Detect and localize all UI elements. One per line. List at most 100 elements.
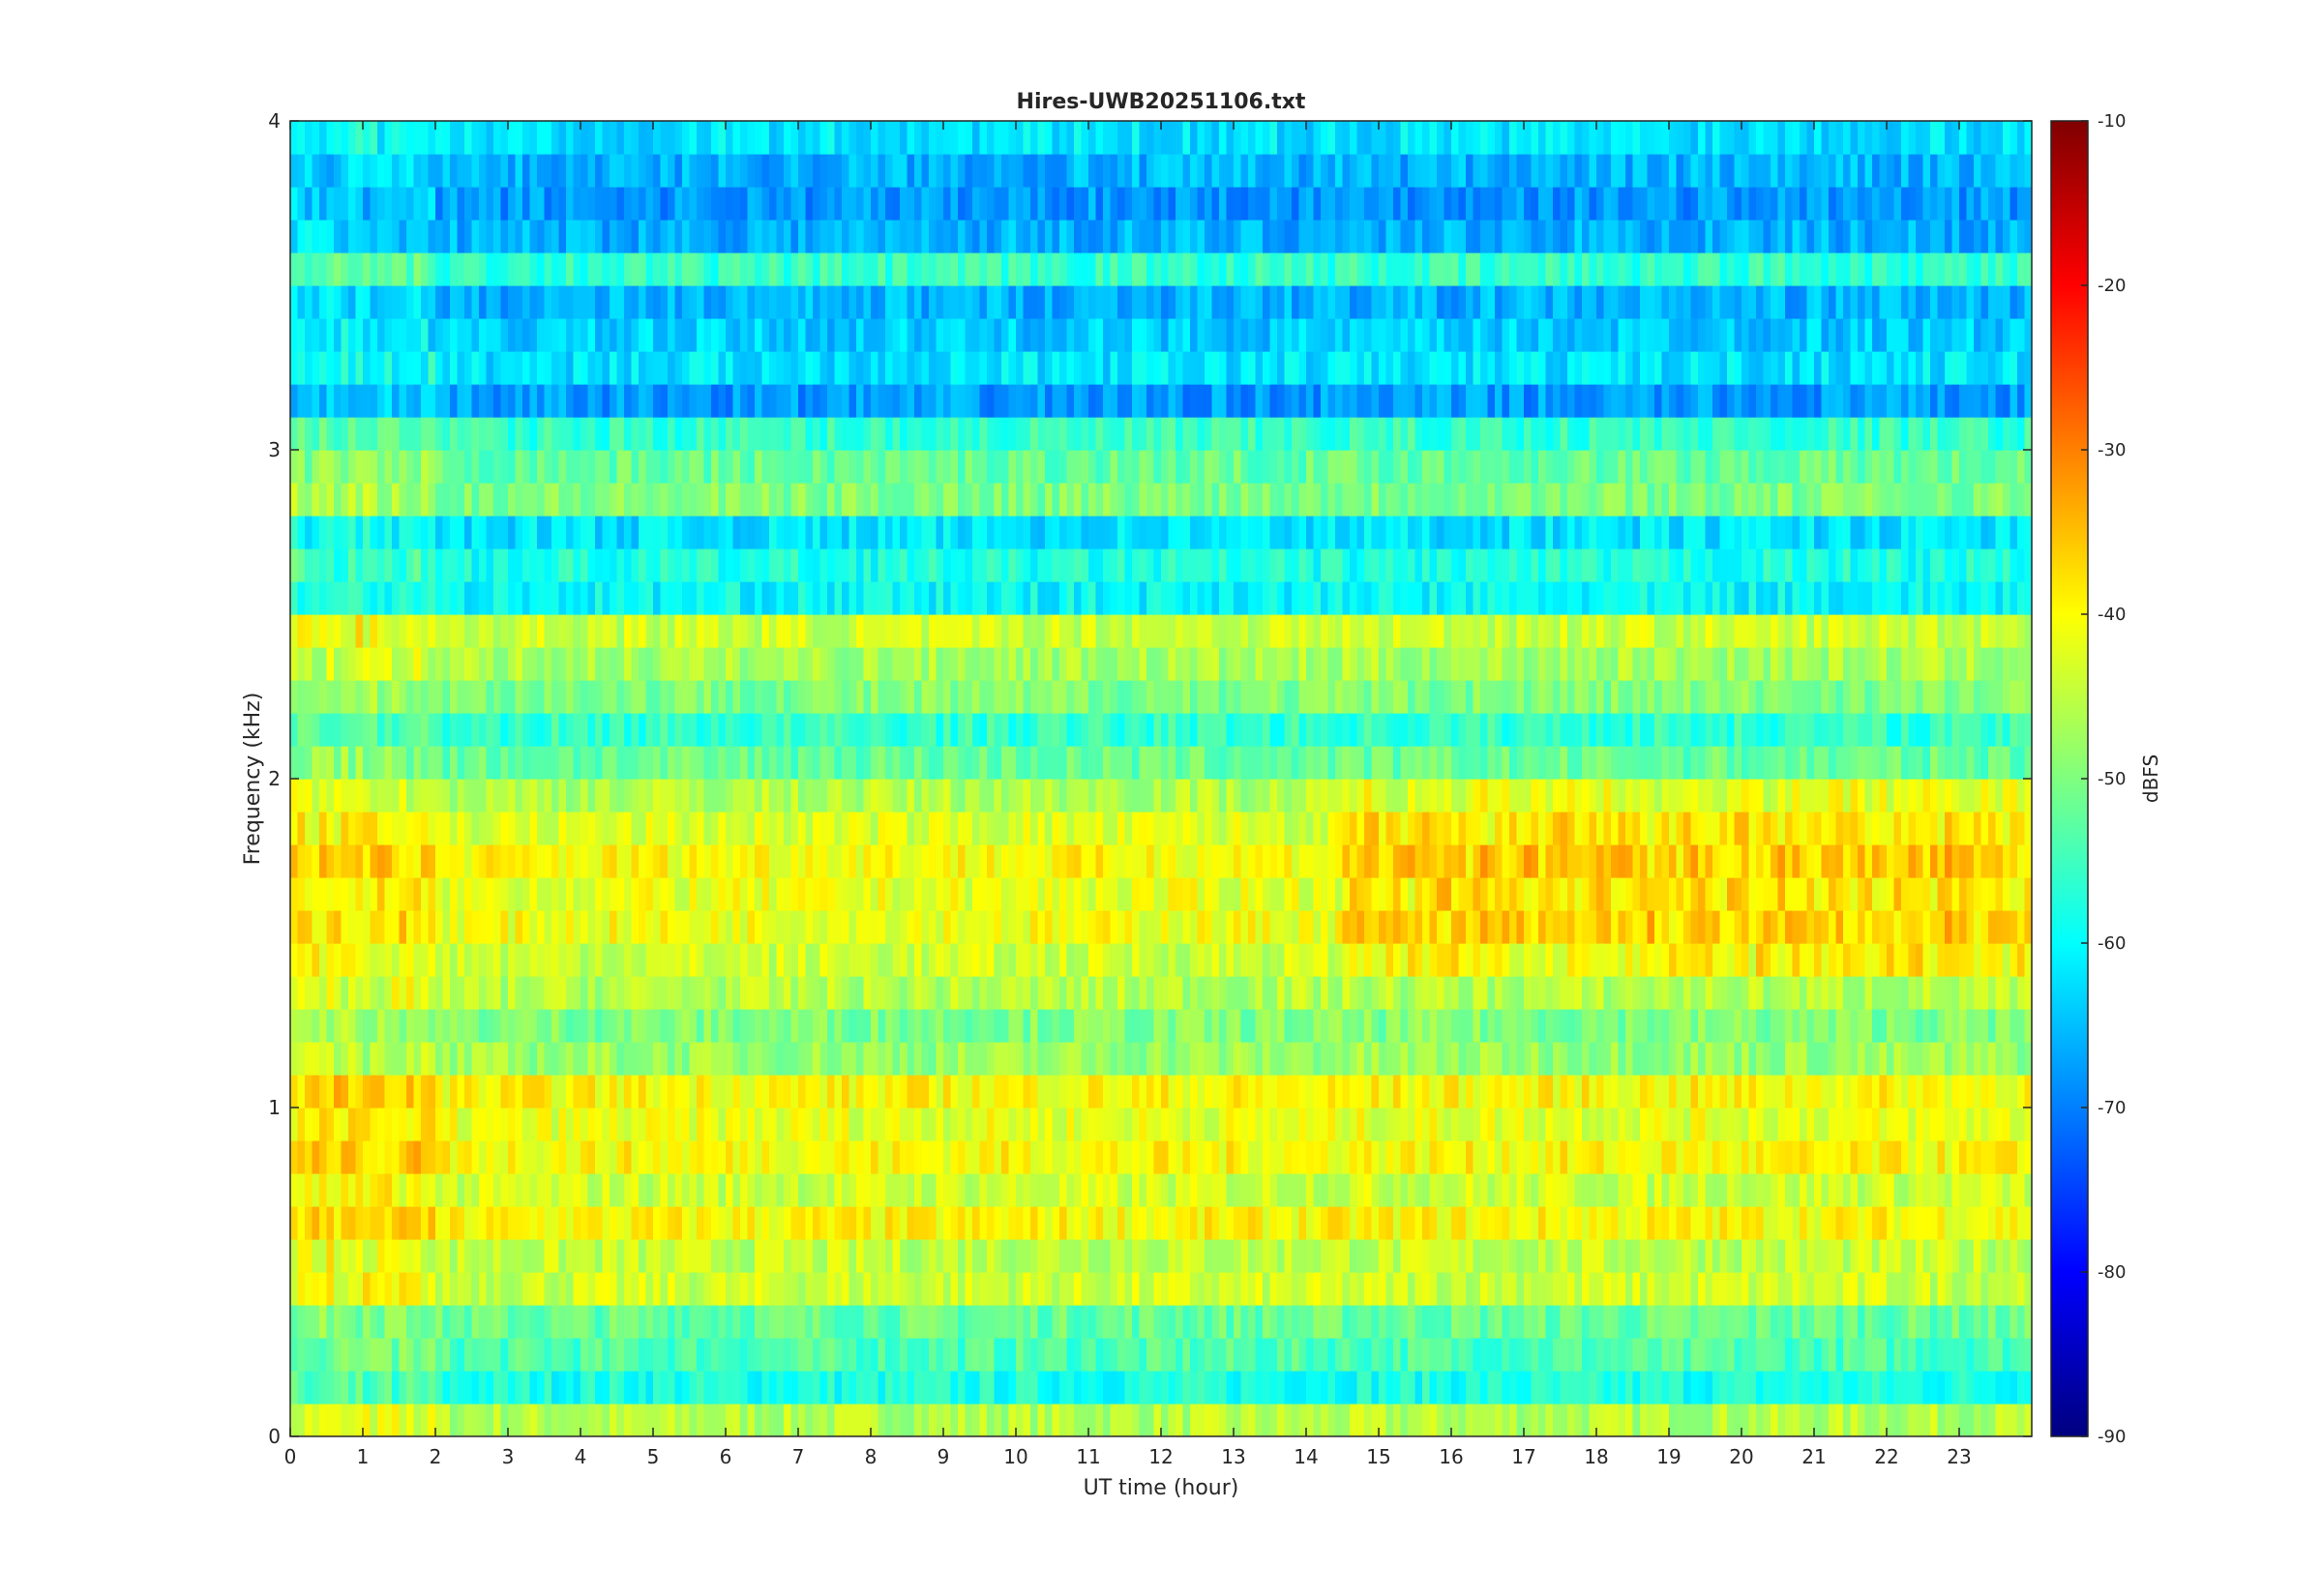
heatmap-cell — [1611, 976, 1619, 1010]
heatmap-cell — [1691, 1371, 1699, 1404]
heatmap-cell — [1538, 943, 1546, 977]
heatmap-cell — [748, 1009, 756, 1043]
heatmap-cell — [1749, 1075, 1757, 1108]
heatmap-cell — [769, 910, 777, 944]
heatmap-cell — [479, 1075, 487, 1108]
heatmap-cell — [1285, 1239, 1293, 1273]
heatmap-cell — [1517, 1042, 1525, 1076]
heatmap-cell — [1720, 812, 1728, 845]
heatmap-cell — [864, 943, 872, 977]
heatmap-cell — [1712, 1075, 1720, 1108]
heatmap-cell — [1800, 1206, 1807, 1240]
heatmap-cell — [1785, 812, 1793, 845]
heatmap-cell — [820, 1305, 828, 1339]
heatmap-cell — [1735, 1305, 1742, 1339]
heatmap-cell — [1074, 1272, 1082, 1306]
heatmap-cell — [530, 1075, 538, 1108]
heatmap-cell — [1067, 812, 1075, 845]
heatmap-cell — [980, 1108, 988, 1141]
heatmap-cell — [1546, 1108, 1554, 1141]
heatmap-cell — [610, 1108, 617, 1141]
heatmap-cell — [1640, 910, 1648, 944]
heatmap-cell — [429, 1239, 436, 1273]
heatmap-cell — [1125, 779, 1133, 813]
heatmap-cell — [516, 1140, 523, 1174]
heatmap-cell — [1111, 1108, 1118, 1141]
heatmap-cell — [348, 1108, 356, 1141]
heatmap-cell — [697, 1173, 704, 1207]
heatmap-cell — [929, 1042, 937, 1076]
heatmap-cell — [1909, 910, 1917, 944]
heatmap-cell — [530, 812, 538, 845]
heatmap-cell — [1306, 1173, 1314, 1207]
heatmap-cell — [1212, 1042, 1220, 1076]
heatmap-cell — [1386, 1075, 1394, 1108]
heatmap-cell — [1596, 1075, 1604, 1108]
heatmap-cell — [501, 1009, 509, 1043]
heatmap-cell — [421, 976, 429, 1010]
heatmap-cell — [1996, 910, 2004, 944]
heatmap-cell — [1314, 1371, 1322, 1404]
heatmap-cell — [1176, 844, 1183, 878]
heatmap-cell — [1916, 943, 1923, 977]
heatmap-cell — [1923, 910, 1931, 944]
heatmap-cell — [1945, 779, 1952, 813]
heatmap-cell — [835, 1305, 843, 1339]
heatmap-cell — [972, 1338, 980, 1372]
heatmap-cell — [1234, 812, 1241, 845]
heatmap-cell — [1357, 1338, 1365, 1372]
heatmap-cell — [1154, 1338, 1162, 1372]
heatmap-cell — [595, 1272, 603, 1306]
heatmap-cell — [450, 1404, 458, 1437]
heatmap-cell — [900, 976, 908, 1010]
heatmap-cell — [1430, 1371, 1438, 1404]
heatmap-cell — [1567, 1272, 1575, 1306]
heatmap-cell — [342, 1338, 349, 1372]
heatmap-cell — [733, 943, 741, 977]
heatmap-cell — [1669, 1371, 1677, 1404]
heatmap-cell — [487, 746, 494, 780]
heatmap-cell — [937, 877, 944, 911]
heatmap-cell — [1343, 844, 1351, 878]
heatmap-cell — [1677, 1042, 1684, 1076]
heatmap-cell — [1829, 844, 1836, 878]
heatmap-cell — [1524, 1338, 1532, 1372]
heatmap-cell — [1829, 1338, 1836, 1372]
heatmap-cell — [1212, 1338, 1220, 1372]
heatmap-cell — [1916, 1404, 1923, 1437]
heatmap-cell — [849, 746, 857, 780]
heatmap-cell — [980, 746, 988, 780]
heatmap-cell — [726, 746, 733, 780]
heatmap-cell — [1169, 1305, 1176, 1339]
heatmap-cell — [1749, 1173, 1757, 1207]
heatmap-cell — [319, 1371, 327, 1404]
heatmap-cell — [1219, 877, 1227, 911]
heatmap-cell — [871, 779, 878, 813]
heatmap-cell — [1582, 910, 1590, 944]
heatmap-cell — [1909, 1140, 1917, 1174]
heatmap-cell — [1669, 812, 1677, 845]
heatmap-cell — [1553, 746, 1561, 780]
heatmap-cell — [1669, 779, 1677, 813]
heatmap-cell — [1408, 1404, 1415, 1437]
heatmap-cell — [697, 1042, 704, 1076]
heatmap-cell — [1125, 1206, 1133, 1240]
heatmap-cell — [1357, 976, 1365, 1010]
heatmap-cell — [1829, 1206, 1836, 1240]
heatmap-cell — [951, 1075, 959, 1108]
heatmap-cell — [943, 1206, 951, 1240]
heatmap-cell — [1720, 976, 1728, 1010]
heatmap-cell — [1379, 779, 1386, 813]
heatmap-cell — [1945, 1075, 1952, 1108]
heatmap-cell — [1662, 1173, 1670, 1207]
heatmap-cell — [610, 943, 617, 977]
heatmap-cell — [1088, 1075, 1096, 1108]
heatmap-cell — [1430, 1239, 1438, 1273]
heatmap-cell — [1880, 1009, 1888, 1043]
heatmap-cell — [458, 976, 465, 1010]
heatmap-cell — [334, 1042, 342, 1076]
heatmap-cell — [1590, 1075, 1597, 1108]
heatmap-cell — [653, 1009, 661, 1043]
heatmap-cell — [690, 943, 698, 977]
heatmap-cell — [1328, 1140, 1336, 1174]
